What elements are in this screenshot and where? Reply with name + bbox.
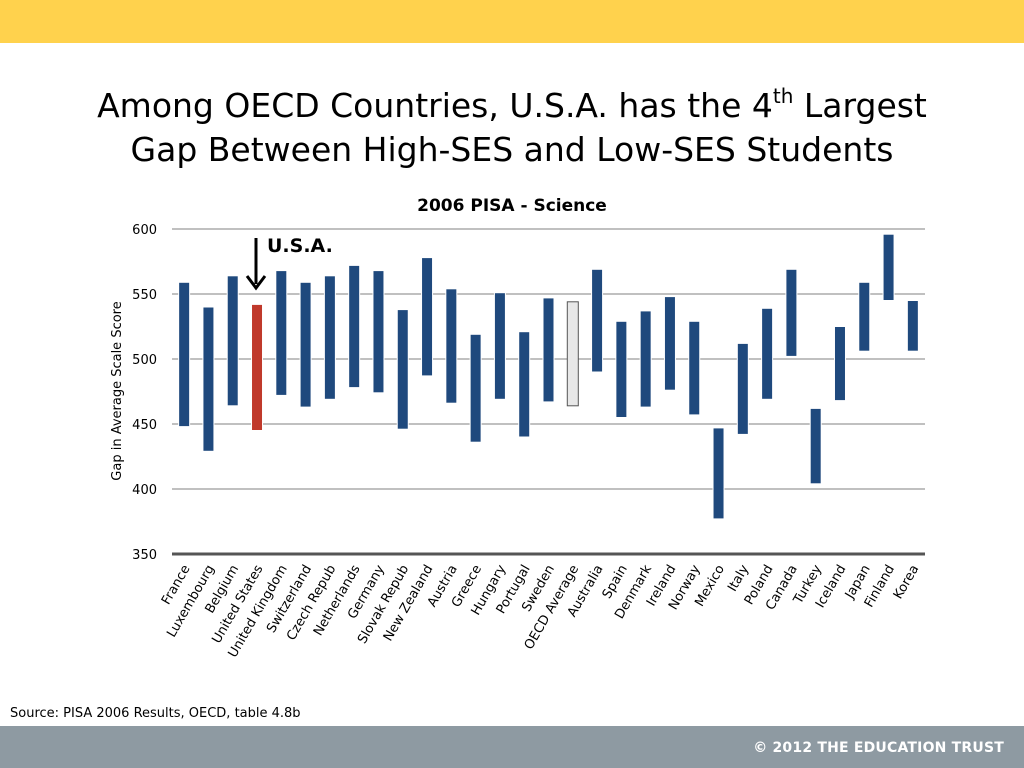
- y-tick-label: 550: [132, 288, 157, 303]
- top-accent-band: [0, 0, 1024, 43]
- range-bar-hungary: [493, 292, 506, 400]
- range-bar-sweden: [542, 297, 555, 403]
- range-bar-mexico: [712, 427, 725, 520]
- range-bar-japan: [858, 281, 871, 352]
- slide-title: Among OECD Countries, U.S.A. has the 4th…: [0, 84, 1024, 172]
- range-bar-netherlands: [348, 264, 361, 389]
- source-note: Source: PISA 2006 Results, OECD, table 4…: [10, 706, 301, 721]
- range-bar-italy: [736, 342, 749, 435]
- range-bar-australia: [591, 268, 604, 373]
- y-axis-label: Gap in Average Scale Score: [110, 301, 125, 480]
- y-tick-label: 400: [132, 483, 157, 498]
- range-bar-canada: [785, 268, 798, 357]
- range-bar-finland: [882, 233, 895, 301]
- range-chart: 2006 PISA - Science Gap in Average Scale…: [110, 196, 925, 660]
- usa-callout-label: U.S.A.: [267, 235, 333, 257]
- y-tick-label: 600: [132, 223, 157, 238]
- range-bar-denmark: [639, 310, 652, 408]
- range-bar-portugal: [518, 331, 531, 438]
- range-bar-poland: [761, 307, 774, 400]
- category-label: Korea: [891, 563, 922, 602]
- slide-title-line2: Gap Between High-SES and Low-SES Student…: [130, 130, 894, 169]
- range-bar-norway: [688, 320, 701, 416]
- gridlines: 350 400 450 500 550 600: [132, 223, 925, 563]
- range-bar-new-zealand: [421, 257, 434, 377]
- range-bar-belgium: [226, 275, 239, 407]
- arrowhead-icon: [245, 275, 267, 291]
- range-bar-slovak-repub: [396, 309, 409, 430]
- range-bar-switzerland: [299, 281, 312, 408]
- range-bar-united-states: [251, 303, 264, 431]
- range-bar-spain: [615, 320, 628, 418]
- usa-callout: U.S.A.: [245, 235, 333, 291]
- y-tick-label: 450: [132, 418, 157, 433]
- range-bar-france: [178, 281, 191, 428]
- range-bar-ireland: [663, 296, 676, 391]
- range-bar-korea: [906, 300, 919, 352]
- range-bar-czech-repub: [323, 275, 336, 400]
- bars: [178, 233, 919, 520]
- range-bar-iceland: [833, 326, 846, 402]
- range-bar-united-kingdom: [275, 270, 288, 396]
- range-bar-turkey: [809, 407, 822, 485]
- slide-title-rest: Largest: [793, 86, 927, 125]
- range-bar-germany: [372, 270, 385, 394]
- range-bar-austria: [445, 288, 458, 404]
- slide-title-main: Among OECD Countries, U.S.A. has the 4: [97, 86, 773, 125]
- y-tick-label: 500: [132, 353, 157, 368]
- range-bar-greece: [469, 333, 482, 443]
- range-bar-luxembourg: [202, 306, 215, 452]
- footer-band: [0, 726, 1024, 768]
- copyright-text: © 2012 THE EDUCATION TRUST: [753, 740, 1004, 756]
- chart-title: 2006 PISA - Science: [417, 196, 607, 216]
- slide-title-superscript: th: [772, 84, 794, 108]
- y-tick-label: 350: [132, 548, 157, 563]
- range-bar-oecd-average: [566, 301, 579, 407]
